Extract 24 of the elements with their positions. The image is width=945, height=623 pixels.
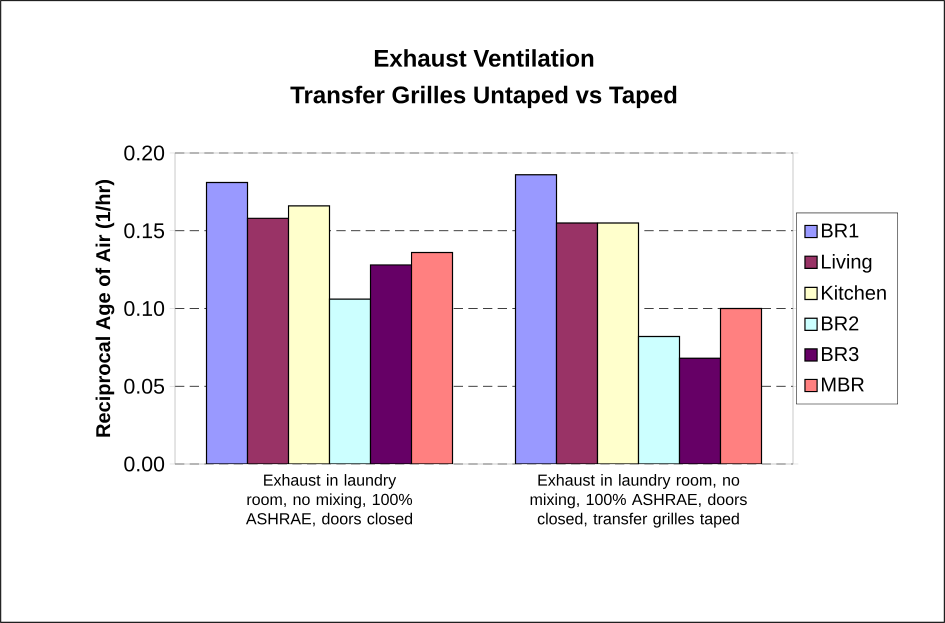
y-tick-label: 0.00	[124, 456, 164, 472]
legend-label: BR1	[822, 224, 858, 238]
chart-subtitle: Transfer Grilles Untaped vs Taped	[290, 86, 676, 108]
y-axis-title: Reciprocal Age of Air (1/hr)	[96, 180, 114, 437]
y-tick-label: 0.10	[124, 300, 164, 316]
y-tick-label: 0.15	[124, 223, 164, 238]
bar	[328, 298, 372, 464]
bar	[246, 218, 290, 464]
y-tick-label: 0.05	[124, 378, 164, 394]
bar	[206, 182, 248, 464]
bar	[410, 252, 454, 464]
legend-label: Kitchen	[822, 285, 886, 300]
legend-label: BR2	[822, 316, 858, 330]
legend-label: MBR	[822, 378, 864, 392]
x-tick-label: Exhaust in laundry room, no mixing, 100% ASHRAE, doors closed, transfer grilles taped	[530, 474, 747, 528]
y-tick-label: 0.20	[124, 145, 164, 161]
bar	[556, 222, 598, 464]
chart-title: Exhaust Ventilation	[374, 49, 594, 67]
legend-label: BR3	[822, 346, 858, 362]
legend-label: Living	[822, 254, 872, 273]
bar	[514, 174, 558, 464]
bar	[720, 308, 762, 464]
x-tick-label: Exhaust in laundry room, no mixing, 100% ASHRAE, doors closed	[246, 474, 412, 526]
bar	[638, 336, 680, 464]
